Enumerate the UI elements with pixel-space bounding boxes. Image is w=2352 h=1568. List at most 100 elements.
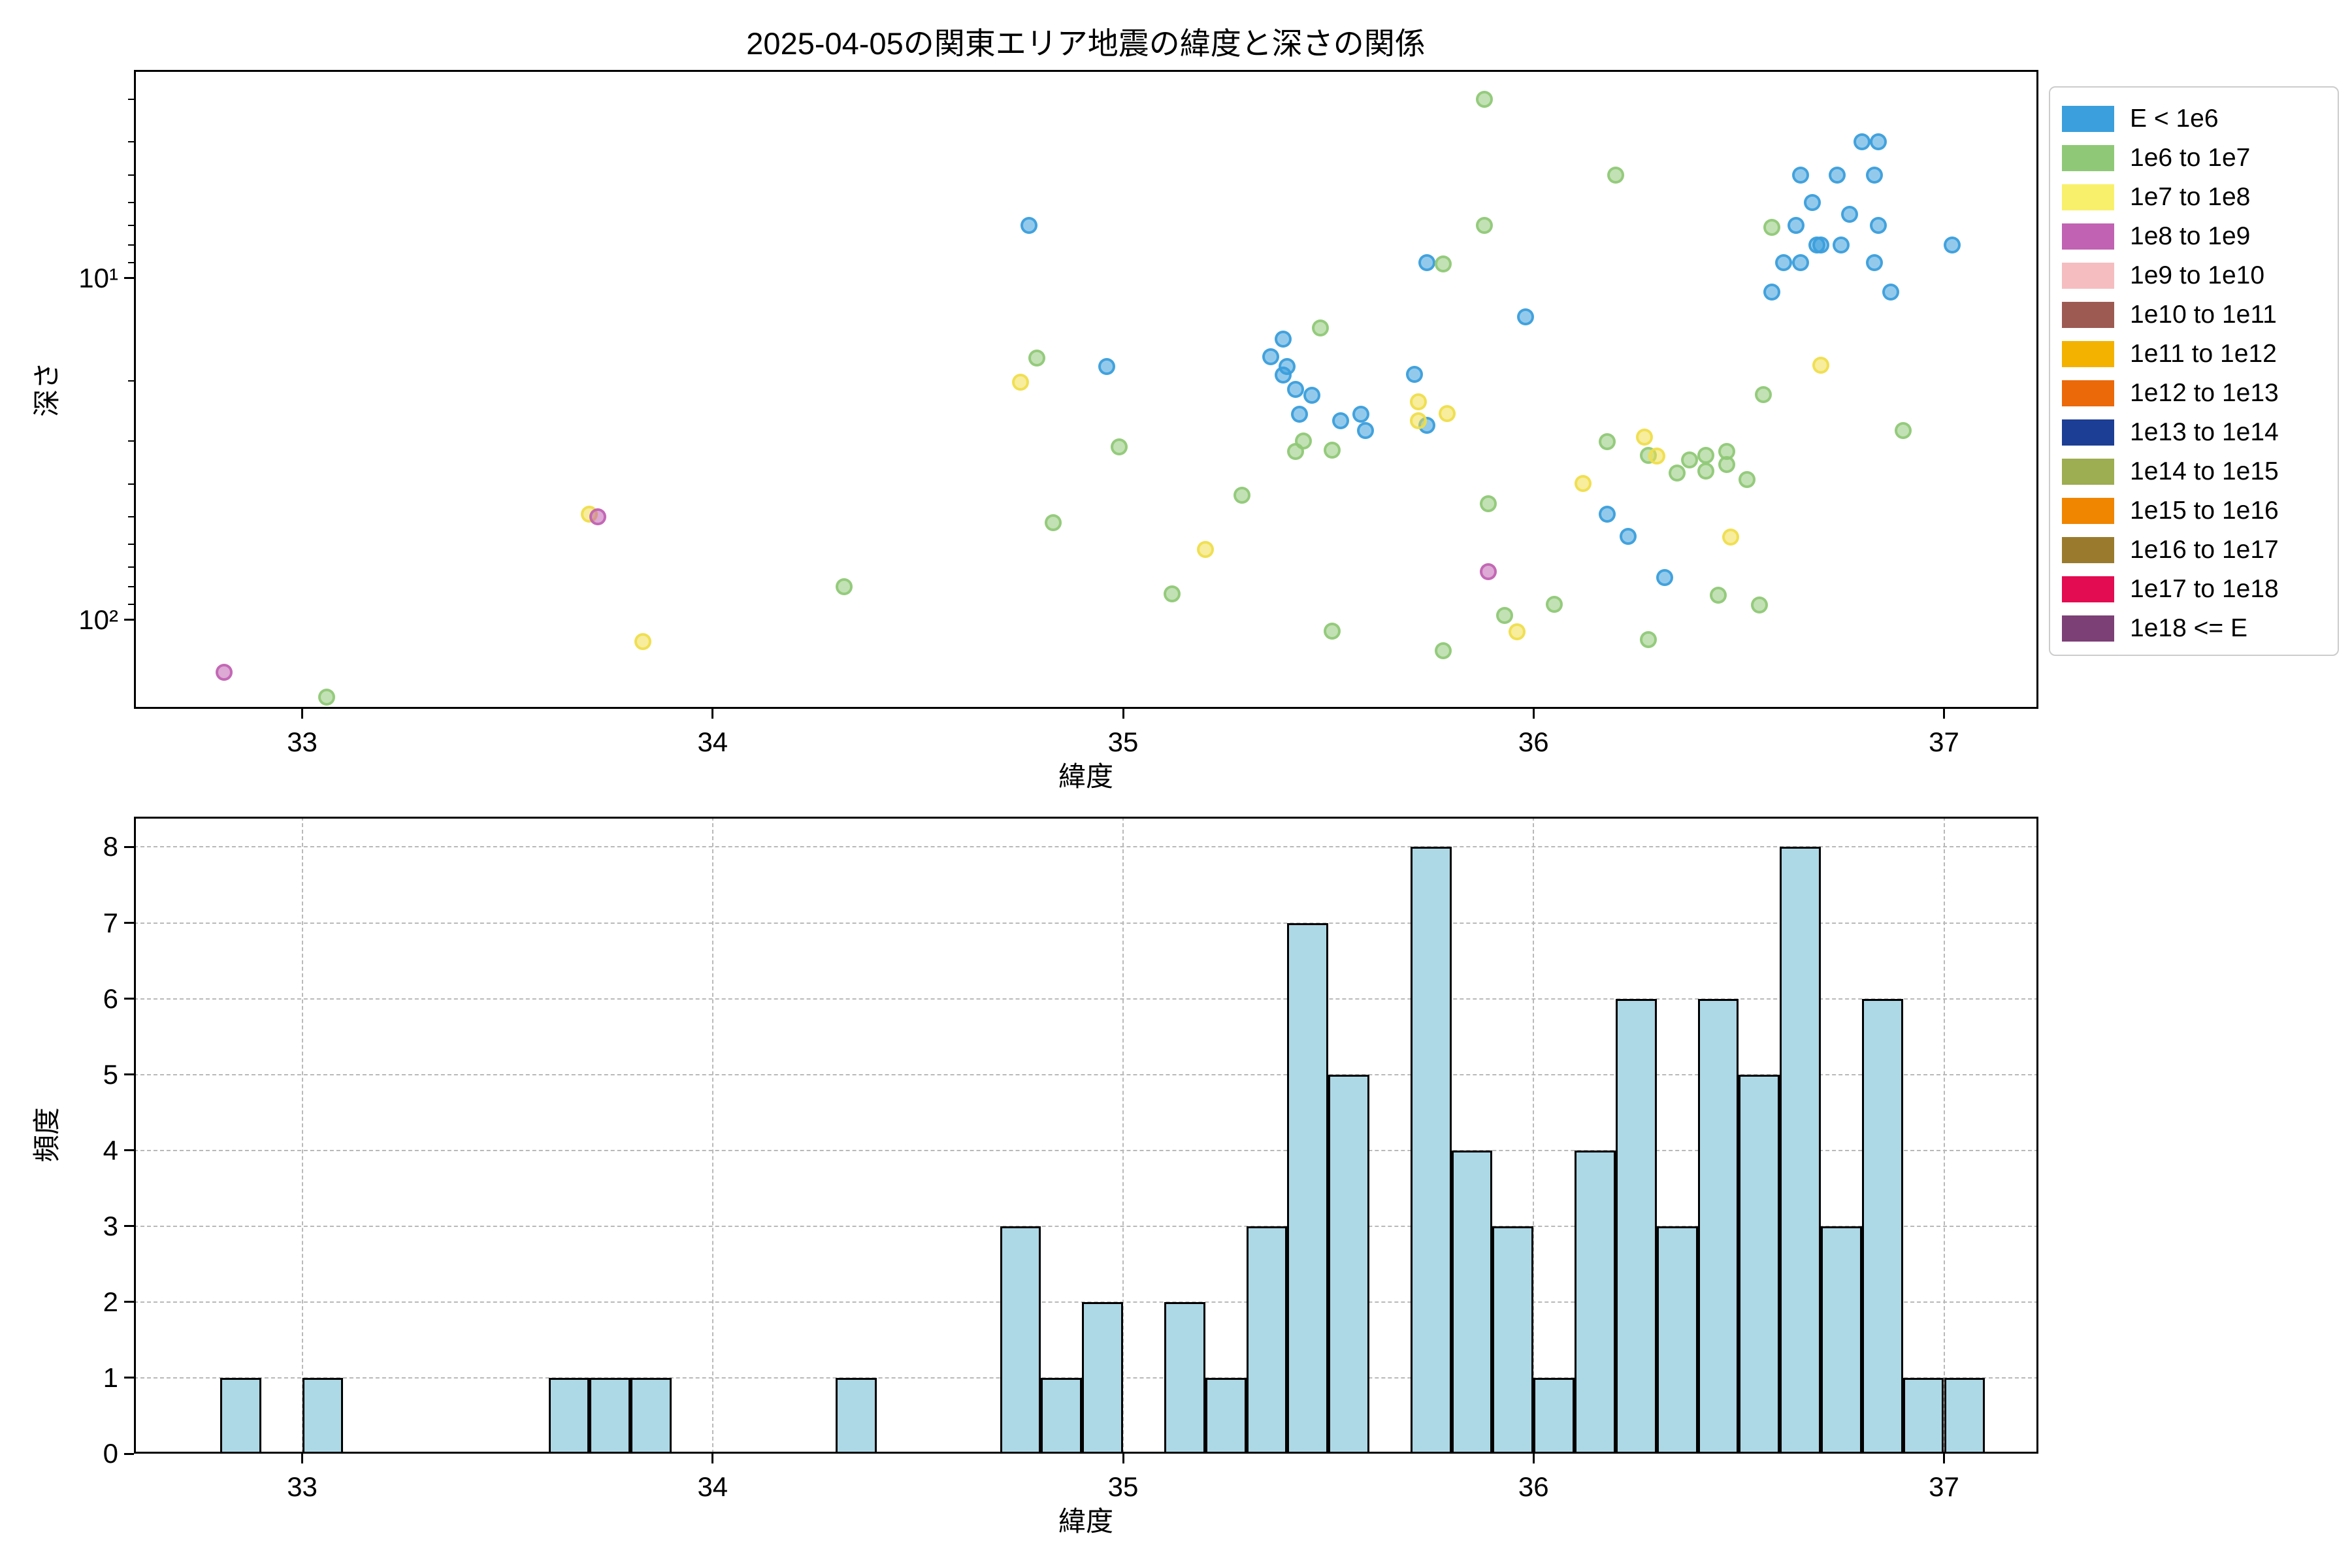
scatter-point bbox=[1763, 218, 1780, 236]
y-minor-tick-mark bbox=[128, 483, 134, 485]
scatter-point bbox=[1286, 381, 1304, 399]
scatter-plot-area bbox=[134, 70, 2038, 709]
scatter-point bbox=[1681, 451, 1698, 468]
scatter-point bbox=[1669, 464, 1686, 482]
scatter-point bbox=[1439, 404, 1456, 422]
x-tick-label: 36 bbox=[1518, 727, 1549, 757]
scatter-point bbox=[1480, 563, 1497, 580]
x-tick-mark bbox=[1122, 1454, 1124, 1463]
y-tick-mark bbox=[124, 1452, 134, 1455]
legend-item: 1e12 to 1e13 bbox=[2050, 374, 2338, 413]
x-tick-label: 33 bbox=[287, 727, 318, 757]
h-gridline-dashed bbox=[134, 1073, 2038, 1075]
scatter-point bbox=[1418, 253, 1435, 271]
scatter-point bbox=[1324, 622, 1341, 640]
scatter-x-axis-title: 緯度 bbox=[1058, 761, 1114, 792]
scatter-point bbox=[1882, 284, 1899, 301]
scatter-point bbox=[1516, 308, 1534, 326]
y-tick-mark bbox=[124, 1149, 134, 1152]
scatter-point bbox=[1869, 133, 1887, 151]
histogram-bar bbox=[836, 1377, 877, 1454]
scatter-point bbox=[1435, 642, 1452, 659]
y-tick-mark bbox=[124, 1377, 134, 1379]
legend-swatch bbox=[2062, 223, 2114, 250]
scatter-point bbox=[1410, 393, 1428, 410]
scatter-point bbox=[1841, 205, 1858, 223]
y-tick-label: 4 bbox=[103, 1134, 118, 1166]
histogram-bar bbox=[1861, 998, 1903, 1454]
y-tick-label: 2 bbox=[103, 1286, 118, 1317]
v-gridline-dashed bbox=[1122, 817, 1124, 1454]
scatter-point bbox=[589, 508, 606, 526]
scatter-point bbox=[1311, 319, 1329, 337]
legend-item-label: 1e7 to 1e8 bbox=[2130, 183, 2251, 211]
histogram-bar bbox=[1697, 998, 1739, 1454]
y-tick-mark bbox=[124, 845, 134, 848]
scatter-point bbox=[1619, 527, 1637, 545]
x-tick-label: 34 bbox=[697, 727, 728, 757]
histogram-bar bbox=[1410, 847, 1452, 1454]
y-tick-label: 10² bbox=[78, 604, 118, 635]
legend-swatch bbox=[2062, 419, 2114, 446]
scatter-point bbox=[1045, 514, 1062, 532]
histogram-bar bbox=[1492, 1226, 1534, 1454]
x-tick-mark bbox=[1532, 709, 1535, 719]
scatter-point bbox=[1279, 357, 1296, 375]
histogram-bar bbox=[1246, 1226, 1288, 1454]
histogram-bar bbox=[1533, 1377, 1575, 1454]
scatter-point bbox=[1356, 421, 1374, 439]
y-tick-mark bbox=[124, 1073, 134, 1076]
x-tick-mark bbox=[1122, 709, 1124, 719]
y-minor-tick-mark bbox=[128, 261, 134, 263]
legend-swatch bbox=[2062, 498, 2114, 524]
chart-title: 2025-04-05の関東エリア地震の緯度と深さの関係 bbox=[746, 26, 1426, 61]
y-minor-tick-mark bbox=[128, 224, 134, 226]
scatter-point bbox=[1788, 216, 1805, 234]
scatter-point bbox=[1833, 236, 1850, 253]
scatter-point bbox=[1324, 442, 1341, 459]
scatter-point bbox=[835, 578, 853, 596]
legend-item: 1e6 to 1e7 bbox=[2050, 139, 2338, 178]
x-tick-label: 33 bbox=[287, 1471, 318, 1502]
y-tick-label: 0 bbox=[103, 1438, 118, 1469]
legend-item-label: 1e18 <= E bbox=[2130, 614, 2247, 642]
legend-swatch bbox=[2062, 341, 2114, 367]
scatter-point bbox=[1791, 253, 1809, 271]
y-minor-tick-mark bbox=[128, 603, 134, 605]
scatter-point bbox=[1275, 331, 1292, 348]
scatter-point bbox=[1738, 471, 1756, 489]
y-minor-tick-mark bbox=[128, 141, 134, 143]
legend-item: 1e16 to 1e17 bbox=[2050, 531, 2338, 570]
y-tick-mark bbox=[124, 277, 134, 280]
x-tick-mark bbox=[1943, 1454, 1945, 1463]
legend-item-label: 1e8 to 1e9 bbox=[2130, 222, 2251, 250]
legend-item: E < 1e6 bbox=[2050, 99, 2338, 139]
scatter-point bbox=[1607, 167, 1624, 184]
x-tick-mark bbox=[301, 709, 304, 719]
legend-swatch bbox=[2062, 184, 2114, 210]
scatter-point bbox=[1011, 374, 1029, 391]
legend-item: 1e14 to 1e15 bbox=[2050, 452, 2338, 491]
scatter-point bbox=[1098, 357, 1115, 375]
scatter-point bbox=[1750, 596, 1768, 613]
scatter-point bbox=[1865, 167, 1883, 184]
y-tick-label: 8 bbox=[103, 831, 118, 862]
histogram-bar bbox=[589, 1377, 631, 1454]
legend-item-label: E < 1e6 bbox=[2130, 105, 2219, 133]
y-tick-mark bbox=[124, 998, 134, 1000]
y-tick-label: 7 bbox=[103, 907, 118, 938]
scatter-point bbox=[1722, 528, 1739, 546]
scatter-point bbox=[1894, 421, 1912, 439]
scatter-point bbox=[1648, 447, 1665, 465]
legend-item-label: 1e6 to 1e7 bbox=[2130, 144, 2251, 172]
scatter-point bbox=[1262, 348, 1280, 366]
legend-swatch bbox=[2062, 302, 2114, 328]
scatter-point bbox=[1435, 255, 1452, 273]
scatter-point bbox=[1352, 405, 1370, 423]
y-minor-tick-mark bbox=[128, 380, 134, 382]
x-tick-mark bbox=[711, 709, 714, 719]
legend-swatch bbox=[2062, 106, 2114, 132]
y-tick-mark bbox=[124, 922, 134, 924]
scatter-point bbox=[1496, 606, 1514, 624]
y-minor-tick-mark bbox=[128, 201, 134, 203]
